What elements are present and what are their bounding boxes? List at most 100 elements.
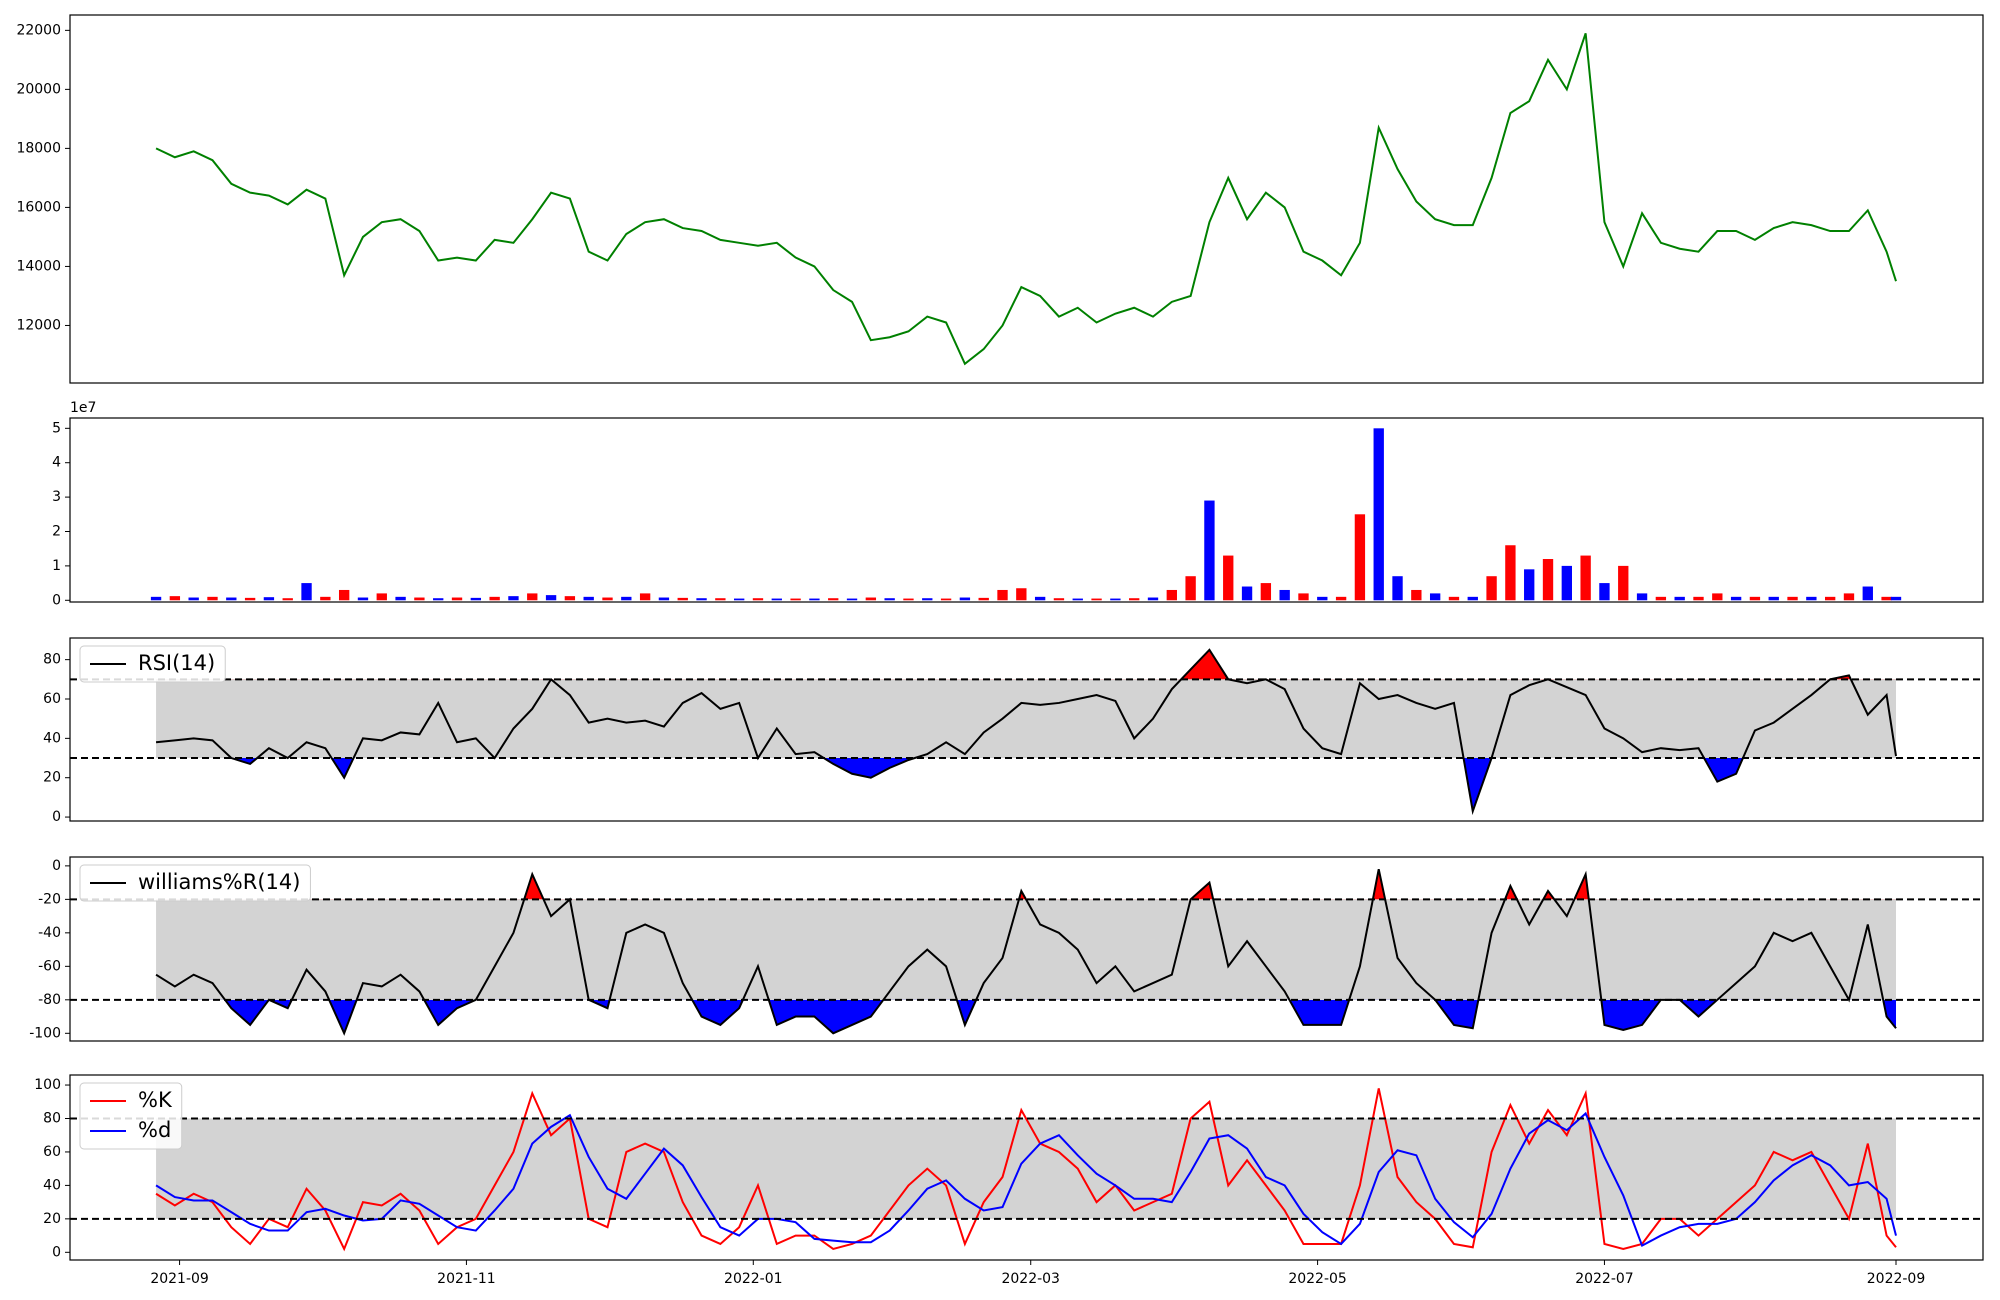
volume-bar xyxy=(150,596,162,601)
volume-bar xyxy=(734,598,745,601)
volume-bar xyxy=(1806,596,1817,601)
y-tick-label: 1 xyxy=(52,558,61,574)
volume-bar xyxy=(809,598,820,601)
volume-bar xyxy=(828,598,839,601)
axes-frame xyxy=(69,637,1984,822)
volume-bar xyxy=(320,596,331,601)
x-tick-label: 2022-01 xyxy=(724,1271,783,1287)
y-tick-label: -40 xyxy=(38,925,61,941)
volume-bar xyxy=(1467,596,1478,601)
volume-bar xyxy=(508,596,519,601)
volume-bar xyxy=(282,598,293,601)
volume-bar xyxy=(1091,598,1102,601)
volume-bar xyxy=(621,596,632,601)
y-tick-label: 40 xyxy=(43,1177,61,1193)
volume-bar xyxy=(1185,576,1196,601)
series-line xyxy=(155,869,1897,1036)
volume-bar xyxy=(1204,500,1215,601)
volume-bar xyxy=(865,597,877,601)
y-tick-label: 12000 xyxy=(16,317,61,333)
volume-bar xyxy=(1674,596,1685,601)
y-tick-label: 2 xyxy=(52,523,61,539)
volume-bar xyxy=(188,597,199,601)
volume-bar xyxy=(922,598,933,601)
y-tick-label: 16000 xyxy=(16,199,61,215)
volume-bar xyxy=(1505,545,1516,601)
legend-label: %K xyxy=(138,1088,173,1112)
x-tick-label: 2021-11 xyxy=(437,1271,496,1287)
volume-bar xyxy=(1524,569,1535,601)
legend: %K %d xyxy=(79,1082,183,1150)
volume-bar xyxy=(169,596,181,601)
axes-frame xyxy=(69,856,1984,1042)
y-tick-label: 20 xyxy=(43,1211,61,1227)
volume-bar xyxy=(1298,593,1309,601)
volume-bar xyxy=(207,596,218,601)
volume-bar xyxy=(1561,565,1572,601)
volume-bar xyxy=(1712,593,1723,601)
volume-bar xyxy=(1317,596,1328,601)
volume-bar xyxy=(338,589,350,601)
volume-bar xyxy=(639,593,651,601)
volume-bar xyxy=(489,596,500,601)
volume-bar xyxy=(301,583,312,601)
volume-bar xyxy=(602,597,613,601)
volume-bar xyxy=(1392,576,1403,601)
volume-bar xyxy=(1279,589,1290,601)
y-tick-label: -80 xyxy=(38,992,61,1008)
volume-bar xyxy=(1881,596,1892,601)
volume-bar xyxy=(1693,596,1704,601)
x-tick-label: 2022-07 xyxy=(1575,1271,1634,1287)
volume-bar xyxy=(677,597,688,601)
y-tick-label: 40 xyxy=(43,730,61,746)
y-tick-label: 14000 xyxy=(16,258,61,274)
y-tick-label: 5 xyxy=(52,420,61,436)
legend-label: williams%R(14) xyxy=(138,870,300,894)
volume-bar xyxy=(1618,565,1629,601)
axis-offset-label: 1e7 xyxy=(70,400,96,416)
volume-bar xyxy=(884,598,895,601)
volume-bar xyxy=(1448,596,1460,601)
volume-bar xyxy=(1768,596,1779,601)
volume-bar xyxy=(470,597,482,601)
volume-bar xyxy=(395,596,406,601)
axes-frame xyxy=(69,1074,1984,1261)
band xyxy=(156,1118,1897,1219)
series-line xyxy=(155,1088,1897,1252)
legend-box xyxy=(79,645,226,683)
volume-bar xyxy=(1373,428,1384,601)
y-tick-label: 0 xyxy=(52,592,61,608)
volume-bar xyxy=(1655,596,1667,601)
volume-bar xyxy=(1843,593,1855,601)
volume-bar xyxy=(414,597,425,601)
volume-bar xyxy=(1636,593,1648,601)
x-tick-label: 2022-03 xyxy=(1001,1271,1060,1287)
volume-bar xyxy=(1824,596,1836,601)
volume-bar xyxy=(564,596,576,601)
volume-bar xyxy=(451,597,463,601)
volume-bar xyxy=(1072,598,1083,601)
y-tick-label: 60 xyxy=(43,1144,61,1160)
y-tick-label: 80 xyxy=(43,652,61,668)
band xyxy=(156,899,1897,1000)
series-line xyxy=(155,1111,1897,1248)
x-tick-label: 2021-09 xyxy=(150,1271,209,1287)
legend: RSI(14) xyxy=(79,645,226,683)
y-tick-label: 18000 xyxy=(16,140,61,156)
volume-bar xyxy=(790,598,801,601)
volume-bar xyxy=(1016,588,1027,601)
volume-bar xyxy=(1749,596,1761,601)
y-tick-label: 20000 xyxy=(16,81,61,97)
volume-bar xyxy=(1787,596,1798,601)
volume-bar xyxy=(1053,598,1065,601)
volume-bar xyxy=(715,598,726,601)
volume-bar xyxy=(1034,596,1046,601)
series-line xyxy=(155,648,1897,816)
volume-bar xyxy=(527,593,538,601)
legend: williams%R(14) xyxy=(79,864,311,902)
volume-bar xyxy=(696,598,707,601)
legend-box xyxy=(79,864,311,902)
volume-bar xyxy=(752,598,764,601)
volume-bar xyxy=(940,598,952,601)
